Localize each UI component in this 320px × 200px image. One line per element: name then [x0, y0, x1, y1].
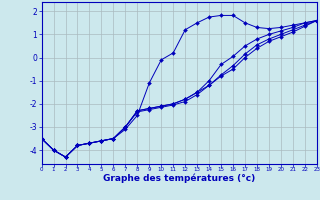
X-axis label: Graphe des températures (°c): Graphe des températures (°c) — [103, 174, 255, 183]
